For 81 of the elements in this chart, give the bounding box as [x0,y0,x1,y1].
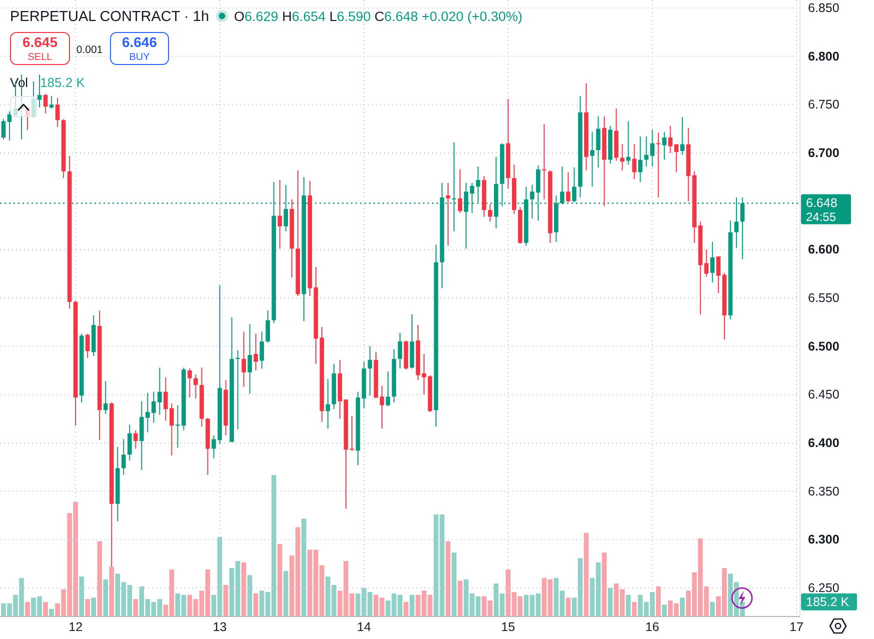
candlestick [680,117,685,155]
bar [25,602,30,616]
candlestick [638,136,642,182]
y-tick-label: 6.800 [808,49,840,64]
bar [710,602,715,616]
ref-line-label: 6.648 [806,196,838,210]
candlestick [488,204,492,222]
annotation: 6.646 [122,34,158,50]
bar [283,570,288,616]
y-tick-label: 6.500 [808,339,840,354]
annotation: 0.001 [76,44,103,56]
x-tick-label: 12 [68,620,83,634]
candlestick [194,374,198,398]
x-tick-label: 13 [212,620,227,634]
candlestick [350,416,354,451]
bar [626,594,631,616]
candlestick [236,350,240,430]
candlestick [326,379,330,428]
bar [79,576,84,616]
annotation: SELL [28,52,53,63]
bar [452,552,456,616]
y-tick-label: 6.850 [808,0,840,15]
bar [109,566,114,616]
candlestick [566,172,570,202]
y-tick-label: 6.250 [808,580,840,595]
bar [301,518,306,616]
bar [458,580,462,616]
bar [85,599,90,616]
chart-title: PERPETUAL CONTRACT · 1h [10,9,210,25]
bar [103,579,108,616]
annotation: 6.645 [22,34,58,50]
y-tick-label: 6.450 [808,388,840,402]
text: 185.2 K [806,594,850,609]
bar [410,594,414,616]
candlestick [542,124,546,200]
y-tick-label: 6.600 [808,242,840,257]
text: O6.629 H6.654 L6.590 C6.648 +0.020 (+0.30%) [234,9,522,24]
y-tick-label: 6.750 [808,98,840,112]
candlestick [248,324,252,394]
candlestick [656,132,660,198]
bar [133,599,138,616]
y-tick-label: 6.550 [808,290,840,305]
sell-button: 6.645 SELL [10,32,70,65]
annotation: 185.2 K [40,75,86,90]
y-tick-label: 6.400 [808,436,840,450]
bar [91,598,96,616]
bar [602,552,607,616]
candlestick [626,121,630,165]
bar [253,593,258,616]
y-tick-label: 6.350 [808,484,840,498]
y-tick-label: 6.700 [808,146,840,160]
bar [584,532,589,616]
candlestick [103,381,108,414]
candlestick [446,182,450,246]
bar [680,598,685,616]
bar [404,602,408,616]
bar [49,608,54,616]
bar [97,541,102,616]
candlestick [278,180,282,249]
x-tick-label: 16 [645,620,660,634]
x-tick-label: 17 [790,620,804,634]
bar [223,584,228,616]
y-tick-label: 6.300 [808,532,840,547]
bar [608,588,613,616]
bar [247,575,252,616]
x-tick-label: 14 [357,620,371,634]
candlestick [254,334,258,370]
buy-button: 6.646 BUY [110,32,169,65]
bar [446,541,450,616]
bar [662,604,667,616]
bar [241,562,246,616]
bar [43,602,48,616]
text: 24:55 [806,210,836,224]
bar [656,586,661,616]
candlestick [242,332,246,387]
annotation: BUY [129,52,150,63]
bar [277,544,282,616]
x-tick-label: 15 [501,620,516,634]
candlestick [590,132,594,187]
bar [632,602,637,616]
bar [566,598,571,616]
